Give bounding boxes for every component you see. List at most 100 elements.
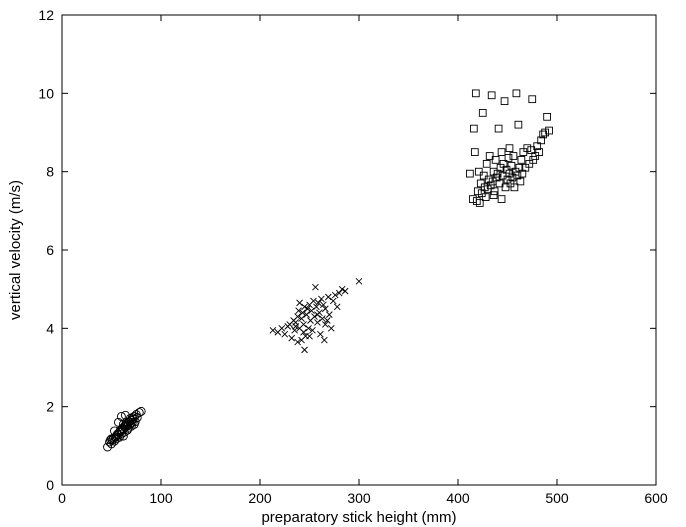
x-tick-label: 400 xyxy=(446,490,470,506)
data-point-square xyxy=(469,195,477,203)
data-point-cross xyxy=(327,325,335,332)
data-point-circle xyxy=(107,439,116,449)
data-point-square xyxy=(517,156,526,164)
data-point-square xyxy=(512,89,521,98)
data-point-cross xyxy=(292,323,299,330)
data-point-square xyxy=(541,128,549,137)
y-tick-label: 8 xyxy=(46,164,54,180)
data-point-cross xyxy=(296,299,303,307)
data-point-cross xyxy=(331,291,339,299)
data-point-circle xyxy=(126,421,136,431)
data-point-square xyxy=(545,126,553,135)
data-point-cross xyxy=(333,303,341,311)
data-point-square xyxy=(478,109,487,117)
data-point-circle xyxy=(129,419,139,429)
series-x-markers xyxy=(269,278,363,354)
data-point-cross xyxy=(312,283,319,291)
data-point-cross xyxy=(303,311,310,318)
x-tick-label: 600 xyxy=(644,490,668,506)
data-point-cross xyxy=(308,307,315,315)
data-point-circle xyxy=(120,410,130,420)
data-point-square xyxy=(470,148,479,156)
data-point-square xyxy=(486,181,495,190)
data-point-circle xyxy=(116,412,126,421)
data-point-square xyxy=(505,144,514,153)
data-point-square xyxy=(507,161,516,170)
data-point-cross xyxy=(306,332,313,340)
data-point-circle xyxy=(134,408,144,417)
data-point-cross xyxy=(294,313,301,320)
data-point-square xyxy=(497,195,506,203)
data-point-cross xyxy=(341,287,349,295)
data-point-cross xyxy=(315,299,322,307)
data-point-cross xyxy=(317,330,324,338)
data-point-square xyxy=(523,144,532,153)
data-point-square xyxy=(531,152,540,160)
x-tick-label: 300 xyxy=(347,490,371,506)
data-point-cross xyxy=(335,289,343,297)
data-point-cross xyxy=(311,313,318,320)
data-point-cross xyxy=(355,278,363,285)
data-point-cross xyxy=(314,319,321,326)
data-point-square xyxy=(473,187,482,196)
data-point-square xyxy=(509,152,518,160)
data-point-cross xyxy=(269,326,277,334)
x-tick-label: 200 xyxy=(248,490,272,506)
series-square-markers xyxy=(466,89,553,207)
data-point-square xyxy=(494,124,503,133)
data-point-square xyxy=(539,130,547,139)
y-axis-ticks: 0 2 4 6 8 10 12 xyxy=(38,7,656,493)
data-point-cross xyxy=(313,303,320,311)
data-point-cross xyxy=(301,346,308,354)
data-point-cross xyxy=(278,325,286,332)
series-circle-markers xyxy=(103,406,146,452)
data-point-cross xyxy=(324,293,332,301)
x-axis-ticks: 0 100 200 300 400 500 600 xyxy=(58,15,668,506)
data-point-circle xyxy=(110,426,119,436)
data-point-square xyxy=(519,148,528,156)
data-point-cross xyxy=(322,321,329,328)
data-point-square xyxy=(535,148,544,156)
data-point-square xyxy=(490,187,499,196)
data-point-cross xyxy=(322,305,329,313)
data-point-square xyxy=(495,179,504,188)
data-point-square xyxy=(510,183,519,192)
data-point-square xyxy=(529,156,538,164)
data-point-square xyxy=(481,193,490,201)
data-point-cross xyxy=(305,325,312,332)
y-tick-label: 0 xyxy=(46,477,54,493)
data-point-square xyxy=(487,91,496,100)
data-point-cross xyxy=(324,317,331,324)
data-point-cross xyxy=(325,311,333,318)
data-point-circle xyxy=(125,419,135,429)
data-point-square xyxy=(506,179,515,188)
data-point-square xyxy=(528,95,537,104)
data-point-square xyxy=(491,156,500,164)
data-point-square xyxy=(475,199,484,207)
data-point-square xyxy=(504,154,513,162)
data-point-square xyxy=(471,89,480,98)
data-point-cross xyxy=(319,315,326,322)
data-point-cross xyxy=(294,338,301,346)
data-point-cross xyxy=(320,301,327,309)
data-point-square xyxy=(485,152,494,160)
data-point-circle xyxy=(113,417,123,427)
data-point-square xyxy=(527,146,536,154)
data-point-square xyxy=(476,179,485,188)
data-point-cross xyxy=(300,321,307,328)
x-tick-label: 100 xyxy=(149,490,173,506)
data-points xyxy=(103,89,553,452)
data-point-cross xyxy=(304,305,311,313)
data-point-square xyxy=(516,177,525,186)
data-point-cross xyxy=(299,309,306,316)
data-point-square xyxy=(533,142,542,151)
data-point-square xyxy=(469,124,478,133)
data-point-cross xyxy=(310,297,317,305)
y-axis-label: vertical velocity (m/s) xyxy=(7,180,24,320)
data-point-cross xyxy=(288,334,295,342)
data-point-cross xyxy=(295,307,302,315)
x-tick-label: 0 xyxy=(58,490,66,506)
y-tick-label: 12 xyxy=(38,7,54,23)
